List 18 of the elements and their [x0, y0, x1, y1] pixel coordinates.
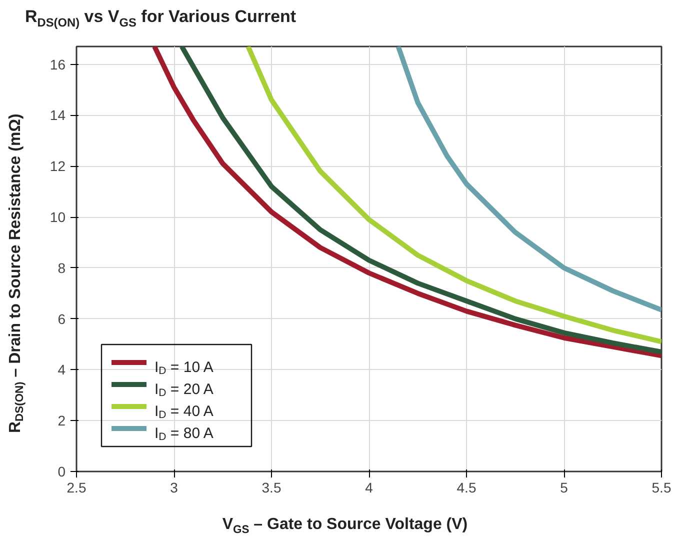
y-tick-label: 10	[50, 209, 66, 226]
x-tick-label: 4.5	[456, 480, 476, 496]
y-tick-label: 6	[58, 310, 66, 327]
x-tick-label: 3.5	[262, 480, 282, 496]
x-tick-label: 5	[560, 480, 568, 496]
y-tick-label: 0	[58, 464, 66, 480]
y-tick-label: 8	[58, 260, 66, 276]
y-tick-label: 16	[50, 56, 66, 72]
x-tick-label: 4	[365, 480, 374, 496]
x-axis-title: V$_{GS}$ – Gate to Source Voltage (V)	[222, 515, 468, 538]
chart-title: R$_{DS(ON)}$ vs V$_{GS}$ for Various Current	[25, 6, 296, 32]
x-tick-label: 2.5	[66, 480, 86, 496]
y-tick-label: 4	[58, 362, 66, 378]
y-tick-label: 12	[50, 158, 66, 174]
y-tick-label: 14	[50, 107, 66, 124]
x-tick-label: 3	[170, 480, 178, 496]
x-tick-label: 5.5	[652, 480, 672, 496]
y-tick-label: 2	[58, 412, 66, 429]
